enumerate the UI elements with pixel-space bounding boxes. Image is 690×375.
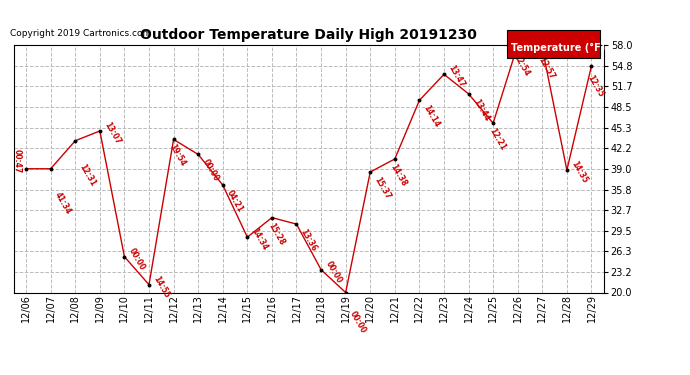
Point: [144, 282, 155, 288]
Text: 15:37: 15:37: [373, 176, 393, 201]
Text: 13:36: 13:36: [299, 228, 319, 253]
Point: [463, 91, 474, 97]
Text: 41:34: 41:34: [53, 190, 73, 216]
Point: [438, 71, 449, 77]
Point: [586, 63, 597, 69]
Point: [562, 167, 573, 173]
Point: [217, 182, 228, 188]
Text: 00:00: 00:00: [201, 158, 220, 183]
Text: 12:54: 12:54: [512, 53, 531, 78]
Point: [45, 166, 56, 172]
Point: [241, 234, 253, 240]
Point: [365, 169, 376, 175]
Text: 12:35: 12:35: [586, 74, 605, 99]
Text: 00:00: 00:00: [127, 246, 147, 272]
Text: 04:21: 04:21: [225, 189, 245, 214]
Text: 19:54: 19:54: [168, 143, 188, 168]
Point: [512, 42, 523, 48]
Text: Copyright 2019 Cartronics.com: Copyright 2019 Cartronics.com: [10, 28, 152, 38]
Point: [340, 290, 351, 296]
Text: 13:07: 13:07: [102, 120, 122, 146]
Text: 00:00: 00:00: [324, 259, 344, 285]
Text: 00:47: 00:47: [13, 149, 22, 174]
Point: [119, 254, 130, 260]
Text: Temperature (°F): Temperature (°F): [511, 42, 605, 52]
Text: 13:44: 13:44: [471, 97, 491, 123]
Point: [70, 138, 81, 144]
Text: 15:28: 15:28: [266, 221, 286, 246]
Point: [95, 128, 106, 134]
Point: [193, 152, 204, 157]
Point: [21, 166, 32, 172]
Text: 14:55: 14:55: [151, 274, 171, 299]
Point: [266, 214, 277, 220]
Point: [389, 156, 400, 162]
Text: 12:57: 12:57: [536, 56, 556, 81]
Point: [168, 136, 179, 142]
Point: [414, 98, 425, 104]
Text: 14:38: 14:38: [389, 162, 409, 188]
Point: [488, 120, 499, 126]
Text: 12:21: 12:21: [487, 127, 507, 152]
Text: 14:14: 14:14: [422, 104, 442, 129]
Text: 14:34: 14:34: [250, 227, 270, 252]
Text: 00:00: 00:00: [348, 310, 368, 335]
Title: Outdoor Temperature Daily High 20191230: Outdoor Temperature Daily High 20191230: [140, 28, 477, 42]
Text: 12:31: 12:31: [78, 162, 97, 188]
Text: 13:47: 13:47: [446, 64, 466, 89]
Point: [537, 45, 548, 51]
Point: [291, 221, 302, 227]
Text: 14:35: 14:35: [569, 160, 589, 185]
Point: [315, 267, 326, 273]
